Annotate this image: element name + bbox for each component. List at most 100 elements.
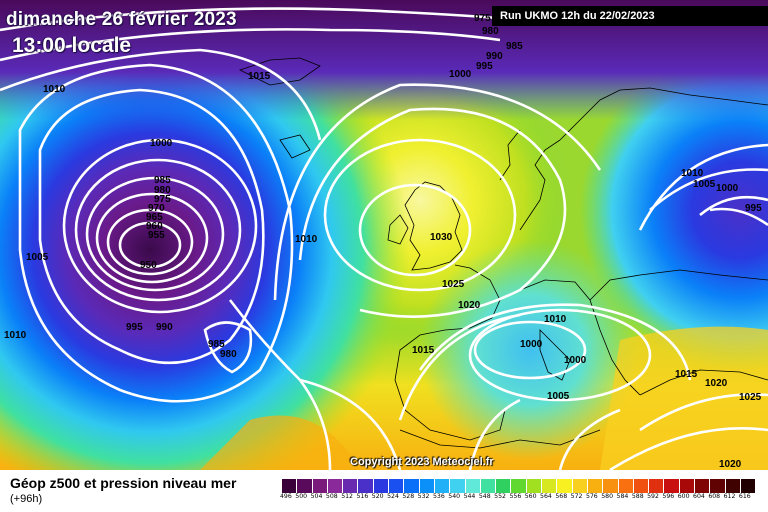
legend-panel: Géop z500 et pression niveau mer (+96h) … — [0, 470, 768, 512]
scale-swatch — [480, 479, 497, 493]
scale-swatch — [404, 479, 420, 493]
isobar-label: 1005 — [693, 179, 716, 190]
isobar-label: 985 — [154, 175, 171, 186]
forecast-local-time: 13:00 locale — [12, 34, 132, 57]
scale-label: 556 — [509, 493, 522, 500]
scale-label: 496 — [280, 493, 292, 500]
scale-step: 580 — [601, 479, 619, 503]
scale-label: 576 — [585, 493, 598, 500]
scale-label: 608 — [708, 493, 721, 500]
scale-label: 564 — [540, 493, 552, 500]
scale-label: 612 — [723, 493, 736, 500]
isobar-label: 1030 — [430, 232, 453, 243]
scale-swatch — [496, 479, 512, 493]
scale-step: 544 — [463, 479, 481, 503]
scale-label: 616 — [738, 493, 751, 500]
scale-label: 512 — [341, 493, 353, 500]
scale-step: 548 — [478, 479, 497, 503]
scale-swatch — [511, 479, 527, 493]
scale-step: 500 — [295, 479, 313, 503]
isobar-label: 970 — [148, 203, 165, 214]
isobar-label: 1010 — [43, 84, 66, 95]
scale-label: 568 — [555, 493, 568, 500]
scale-step: 508 — [325, 479, 344, 503]
forecast-date: dimanche 26 février 2023 — [6, 9, 237, 30]
isobar-label: 985 — [208, 339, 225, 350]
scale-swatch — [633, 479, 650, 493]
isobar-label: 980 — [154, 185, 171, 196]
run-info: Run UKMO 12h du 22/02/2023 — [492, 6, 768, 26]
scale-step: 528 — [402, 479, 420, 503]
scale-step: 524 — [387, 479, 405, 503]
color-scale: 496 500 504 508 512 516 520 524 528 532 536 540 544 5… — [280, 479, 757, 503]
scale-step: 540 — [448, 479, 466, 503]
scale-step: 512 — [341, 479, 359, 503]
isobar-label: 965 — [146, 212, 163, 223]
isobar-label: 1015 — [675, 369, 698, 380]
weather-map: 1010 1000 985 980 975 970 965 960 955 95… — [0, 0, 768, 470]
scale-label: 508 — [325, 493, 338, 500]
isobar-label: 975 — [154, 194, 171, 205]
isobar-label: 1010 — [295, 234, 318, 245]
scale-label: 592 — [647, 493, 659, 500]
scale-swatch — [282, 479, 298, 493]
legend-title: Géop z500 et pression niveau mer — [10, 475, 237, 491]
scale-swatch — [542, 479, 558, 493]
scale-step: 584 — [616, 479, 634, 503]
scale-label: 528 — [402, 493, 415, 500]
isobar-label: 995 — [126, 322, 143, 333]
scale-step: 520 — [371, 479, 390, 503]
scale-swatch — [587, 479, 604, 493]
scale-label: 516 — [356, 493, 369, 500]
scale-label: 536 — [432, 493, 445, 500]
isobar-label: 955 — [148, 230, 165, 241]
scale-swatch — [526, 479, 543, 493]
scale-label: 544 — [463, 493, 476, 500]
isobar-label: 1020 — [705, 378, 728, 389]
scale-label: 552 — [494, 493, 506, 500]
scale-label: 560 — [524, 493, 537, 500]
scale-step: 612 — [723, 479, 741, 503]
isobar-label: 1000 — [449, 69, 472, 80]
scale-swatch — [358, 479, 374, 493]
isobar-label: 975 — [474, 13, 491, 24]
scale-step: 536 — [432, 479, 451, 503]
scale-swatch — [434, 479, 451, 493]
scale-step: 608 — [708, 479, 726, 503]
isobar-label: 1000 — [564, 355, 587, 366]
scale-label: 500 — [295, 493, 308, 500]
isobar-label: 1015 — [248, 71, 271, 82]
isobar-label: 960 — [146, 221, 163, 232]
scale-label: 604 — [693, 493, 705, 500]
scale-label: 524 — [387, 493, 399, 500]
isobar-label: 990 — [156, 322, 173, 333]
scale-swatch — [373, 479, 390, 493]
scale-label: 600 — [677, 493, 690, 500]
scale-swatch — [389, 479, 405, 493]
scale-step: 568 — [555, 479, 573, 503]
scale-swatch — [343, 479, 359, 493]
copyright: Copyright 2023 Meteociel.fr — [350, 456, 494, 468]
scale-swatch — [603, 479, 619, 493]
geopotential-field: 1010 1000 985 980 975 970 965 960 955 95… — [0, 0, 768, 470]
isobar-label: 1025 — [442, 279, 465, 290]
scale-step: 552 — [494, 479, 512, 503]
scale-label: 584 — [616, 493, 629, 500]
scale-step: 560 — [524, 479, 543, 503]
scale-label: 580 — [601, 493, 614, 500]
scale-step: 532 — [418, 479, 435, 503]
scale-swatch — [679, 479, 696, 493]
isobar-label: 1005 — [547, 391, 570, 402]
scale-swatch — [664, 479, 680, 493]
scale-label: 548 — [478, 493, 491, 500]
scale-swatch — [557, 479, 573, 493]
scale-label: 588 — [631, 493, 644, 500]
isobar-label: 1000 — [716, 183, 739, 194]
scale-swatch — [740, 479, 757, 493]
scale-swatch — [312, 479, 328, 493]
scale-step: 556 — [509, 479, 527, 503]
scale-step: 504 — [311, 479, 328, 503]
scale-step: 572 — [571, 479, 588, 503]
scale-step: 592 — [647, 479, 665, 503]
scale-label: 520 — [371, 493, 384, 500]
